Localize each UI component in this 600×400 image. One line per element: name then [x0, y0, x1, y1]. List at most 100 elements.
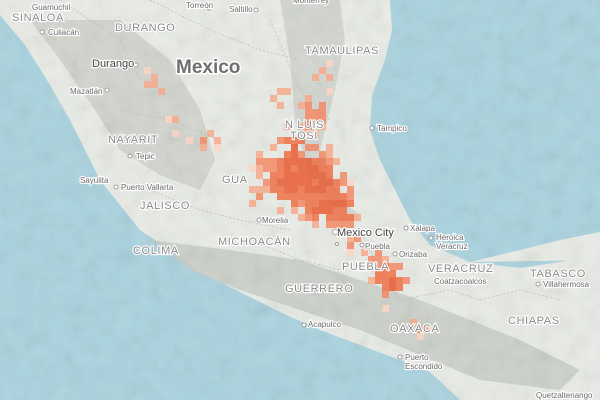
heat-cell — [200, 137, 207, 144]
heat-cell — [319, 67, 326, 74]
heat-cell — [277, 179, 284, 186]
city-label-culiacan: Culiacán — [48, 28, 79, 37]
state-label-durango: DURANGO — [115, 22, 175, 34]
heat-cell — [312, 193, 319, 200]
heat-cell — [284, 88, 291, 95]
city-label-tampico: Tampico — [377, 124, 407, 133]
heat-cell — [382, 284, 389, 291]
heat-cell — [312, 144, 319, 151]
heat-cell — [298, 193, 305, 200]
heat-cell — [326, 193, 333, 200]
heat-cell — [375, 256, 382, 263]
heat-cell — [249, 200, 256, 207]
heat-cell — [305, 172, 312, 179]
heat-cell — [319, 179, 326, 186]
heat-cell — [305, 158, 312, 165]
heat-cell — [396, 263, 403, 270]
heat-cell — [333, 207, 340, 214]
city-label-guamuchil: Guamúchil — [32, 3, 70, 12]
heat-cell — [144, 67, 151, 74]
heat-cell — [284, 193, 291, 200]
state-label-guerrero: GUERRERO — [285, 283, 353, 295]
heat-cell — [158, 88, 165, 95]
heat-cell — [326, 200, 333, 207]
heat-cell — [305, 144, 312, 151]
heat-cell — [249, 186, 256, 193]
heat-cell — [326, 172, 333, 179]
heat-cell — [270, 165, 277, 172]
city-label-heroica: Heroica — [436, 233, 464, 242]
heat-cell — [298, 158, 305, 165]
heat-cell — [312, 74, 319, 81]
heat-cell — [305, 193, 312, 200]
heat-cell — [396, 277, 403, 284]
city-dot-orizaba — [392, 251, 398, 257]
heat-cell — [396, 284, 403, 291]
city-dot-xalapa — [403, 225, 409, 231]
heat-cell — [291, 179, 298, 186]
city-dot-veracruz — [428, 235, 434, 241]
heat-cell — [263, 179, 270, 186]
heat-cell — [270, 179, 277, 186]
heat-cell — [319, 102, 326, 109]
heat-cell — [319, 123, 326, 130]
heat-cell — [347, 179, 354, 186]
country-label: Mexico — [176, 57, 240, 78]
city-label-orizaba: Orizaba — [399, 250, 428, 259]
heat-cell — [312, 207, 319, 214]
state-label-tamaulipas: TAMAULIPAS — [305, 45, 379, 57]
state-label-nayarit: NAYARIT — [108, 134, 158, 146]
heat-cell — [298, 186, 305, 193]
heat-cell — [298, 151, 305, 158]
heat-cell — [312, 165, 319, 172]
heat-cell — [277, 186, 284, 193]
heat-cell — [270, 186, 277, 193]
heat-cell — [284, 158, 291, 165]
heat-cell — [284, 137, 291, 144]
heat-cell — [277, 158, 284, 165]
heat-cell — [361, 249, 368, 256]
heat-cell — [382, 263, 389, 270]
heat-cell — [263, 158, 270, 165]
heat-cell — [340, 193, 347, 200]
heat-cell — [347, 221, 354, 228]
heat-cell — [298, 172, 305, 179]
heat-cell — [319, 186, 326, 193]
heat-cell — [270, 158, 277, 165]
heat-cell — [312, 116, 319, 123]
heat-cell — [298, 102, 305, 109]
heat-cell — [312, 109, 319, 116]
heat-cell — [298, 200, 305, 207]
heat-cell — [305, 207, 312, 214]
heat-cell — [333, 179, 340, 186]
heat-cell — [305, 165, 312, 172]
state-label-puebla: PUEBLA — [342, 261, 389, 273]
heat-cell — [305, 102, 312, 109]
heat-cell — [284, 151, 291, 158]
heat-cell — [326, 151, 333, 158]
heat-cell — [340, 214, 347, 221]
heat-cell — [340, 200, 347, 207]
heat-cell — [291, 200, 298, 207]
heat-cell — [326, 179, 333, 186]
state-label-chiapas: CHIAPAS — [508, 315, 560, 327]
heat-cell — [375, 249, 382, 256]
city-label-morelia: Morelia — [262, 216, 289, 225]
state-label-oaxaca: OAXACA — [390, 323, 440, 335]
heat-cell — [249, 165, 256, 172]
city-dot-villahermosa — [535, 281, 541, 287]
heat-cell — [291, 158, 298, 165]
state-label-colima: COLIMA — [133, 245, 179, 257]
heat-cell — [298, 137, 305, 144]
city-dot-durango — [133, 62, 139, 68]
city-label-layer: Torreón Saltillo Monterrey Guamúchil Cul… — [31, 0, 594, 400]
heat-cell — [256, 158, 263, 165]
city-dot-puebla — [359, 242, 365, 248]
heat-cell — [312, 158, 319, 165]
heat-cell — [305, 123, 312, 130]
heat-cell — [340, 221, 347, 228]
heat-cell — [312, 214, 319, 221]
city-label-coatzacoalcos: Coatzacoalcos — [434, 277, 486, 286]
